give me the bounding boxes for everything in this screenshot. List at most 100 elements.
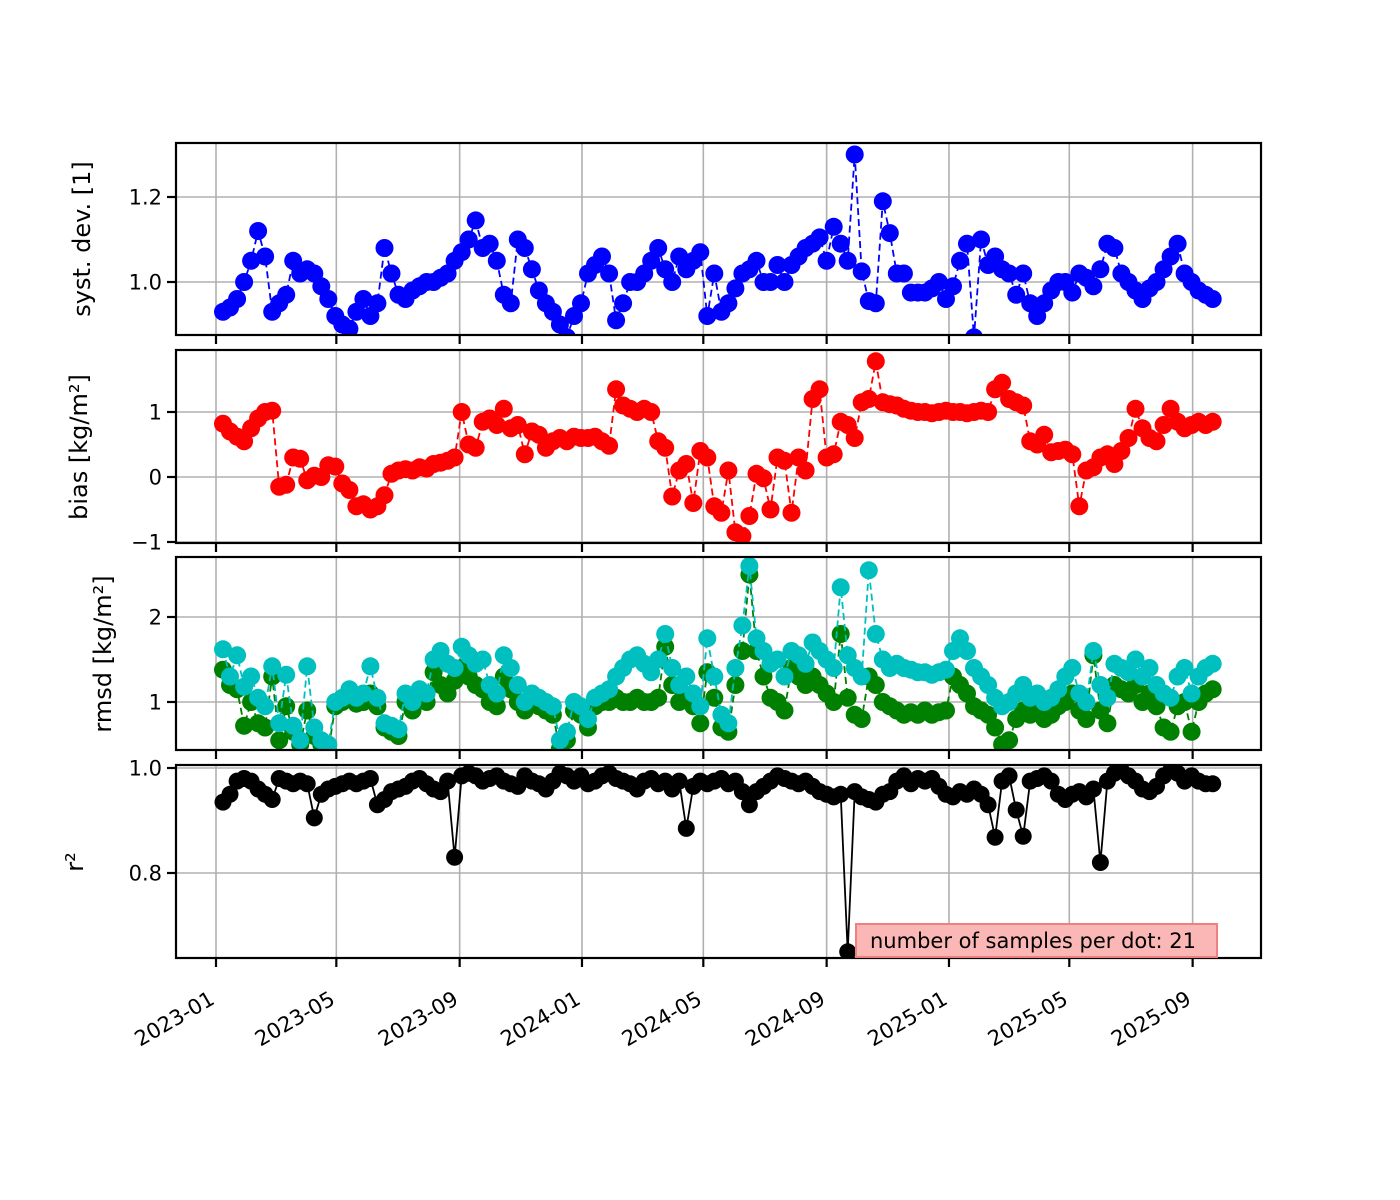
- y-tick-label: 1: [149, 401, 162, 425]
- data-point-bias: [452, 403, 471, 421]
- data-point-syst-dev: [705, 264, 724, 283]
- data-point-syst-dev: [614, 294, 633, 313]
- data-point-bias: [733, 527, 752, 543]
- data-point-bias: [824, 445, 843, 464]
- data-point-bias: [712, 503, 731, 522]
- data-point-rmsd-green: [1182, 722, 1201, 741]
- data-point-syst-dev: [1091, 260, 1110, 279]
- data-point-rmsd-cyan: [221, 667, 239, 686]
- data-point-bias: [663, 487, 682, 506]
- data-point-rmsd-green: [775, 701, 794, 720]
- data-point-rmsd-cyan: [557, 722, 576, 741]
- data-point-bias: [740, 507, 759, 525]
- data-point-rmsd-green: [256, 718, 275, 737]
- data-point-syst-dev: [277, 285, 296, 304]
- data-point-rmsd-cyan: [284, 716, 303, 735]
- data-point-rmsd-green: [726, 676, 745, 694]
- data-point-syst-dev: [375, 239, 394, 257]
- data-point-rmsd-cyan: [775, 667, 794, 686]
- data-point-bias: [754, 469, 773, 488]
- data-point-rmsd-cyan: [1175, 659, 1194, 677]
- data-point-bias: [466, 438, 485, 457]
- data-point-syst-dev: [726, 279, 745, 298]
- data-point-bias: [782, 503, 801, 522]
- data-point-r2: [361, 770, 379, 787]
- data-point-syst-dev: [768, 256, 787, 274]
- data-point-rmsd-cyan: [831, 578, 850, 597]
- data-point-syst-dev: [480, 234, 499, 253]
- data-point-bias: [1063, 445, 1082, 464]
- data-point-rmsd-green: [1000, 731, 1019, 750]
- data-point-syst-dev: [572, 294, 590, 313]
- panel-0-axes: 1.2 1.0: [129, 141, 1263, 344]
- data-point-r2: [305, 809, 323, 827]
- data-point-rmsd-cyan: [1203, 654, 1222, 673]
- series-line-syst-dev: [222, 154, 1214, 335]
- data-point-syst-dev: [319, 290, 338, 308]
- data-point-r2: [986, 828, 1004, 846]
- data-point-r2: [979, 796, 997, 814]
- data-point-bias: [1154, 416, 1173, 434]
- ylabel-r2: r²: [61, 852, 89, 872]
- data-point-rmsd-cyan: [417, 684, 436, 703]
- data-point-bias: [684, 494, 703, 512]
- data-point-rmsd-cyan: [649, 650, 668, 669]
- data-point-syst-dev: [593, 247, 611, 266]
- data-point-rmsd-cyan: [1063, 659, 1082, 677]
- data-point-syst-dev: [522, 260, 541, 279]
- data-point-rmsd-cyan: [663, 659, 682, 677]
- data-point-bias: [979, 403, 998, 421]
- data-point-bias: [1203, 412, 1222, 431]
- data-point-rmsd-green: [937, 701, 955, 720]
- data-point-bias: [494, 399, 513, 418]
- data-point-bias: [845, 429, 864, 447]
- data-point-syst-dev: [951, 251, 969, 270]
- data-point-bias: [340, 481, 359, 499]
- data-point-syst-dev: [256, 247, 275, 266]
- ylabel-bias: bias [kg/m²]: [65, 374, 93, 520]
- data-point-syst-dev: [368, 294, 387, 313]
- x-tick-label: 2023-09: [374, 987, 462, 1052]
- data-point-rmsd-cyan: [698, 629, 717, 648]
- data-point-rmsd-cyan: [263, 657, 282, 676]
- data-point-syst-dev: [824, 217, 843, 236]
- data-point-bias: [993, 373, 1012, 392]
- data-point-rmsd-green: [986, 718, 1005, 737]
- data-point-syst-dev: [515, 239, 534, 257]
- data-point-bias: [263, 401, 282, 420]
- panel-border: [174, 763, 1263, 960]
- data-point-bias: [445, 448, 464, 467]
- x-tick-label: 2024-05: [618, 987, 706, 1052]
- data-point-syst-dev: [958, 234, 976, 253]
- data-point-syst-dev: [228, 290, 247, 308]
- y-tick-label: −1: [131, 531, 162, 555]
- data-point-rmsd-cyan: [214, 640, 232, 659]
- data-point-syst-dev: [845, 145, 864, 164]
- data-point-rmsd-cyan: [354, 684, 373, 703]
- data-point-rmsd-cyan: [579, 710, 597, 728]
- data-point-rmsd-cyan: [677, 667, 696, 686]
- data-point-syst-dev: [1063, 283, 1082, 302]
- data-point-syst-dev: [810, 228, 829, 247]
- data-point-bias: [515, 445, 534, 464]
- data-point-r2: [740, 796, 758, 814]
- data-point-rmsd-cyan: [277, 665, 296, 684]
- data-point-rmsd-green: [487, 697, 506, 716]
- data-point-syst-dev: [944, 277, 962, 296]
- data-point-bias: [508, 416, 527, 434]
- ylabel-syst-dev: syst. dev. [1]: [68, 161, 96, 317]
- data-point-rmsd-cyan: [473, 650, 492, 669]
- data-point-rmsd-cyan: [733, 616, 752, 635]
- data-point-r2: [1042, 772, 1060, 790]
- data-point-rmsd-cyan: [726, 659, 745, 677]
- data-point-syst-dev: [1084, 277, 1103, 296]
- data-point-r2: [1204, 775, 1222, 793]
- panel-1-axes: 1 0 −1: [131, 348, 1263, 555]
- data-point-rmsd-green: [838, 688, 857, 707]
- data-point-syst-dev: [649, 239, 668, 257]
- x-tick-label: 2024-09: [741, 987, 829, 1052]
- data-point-syst-dev: [831, 234, 850, 253]
- data-point-syst-dev: [235, 273, 254, 291]
- x-tick-label: 2025-09: [1107, 987, 1195, 1052]
